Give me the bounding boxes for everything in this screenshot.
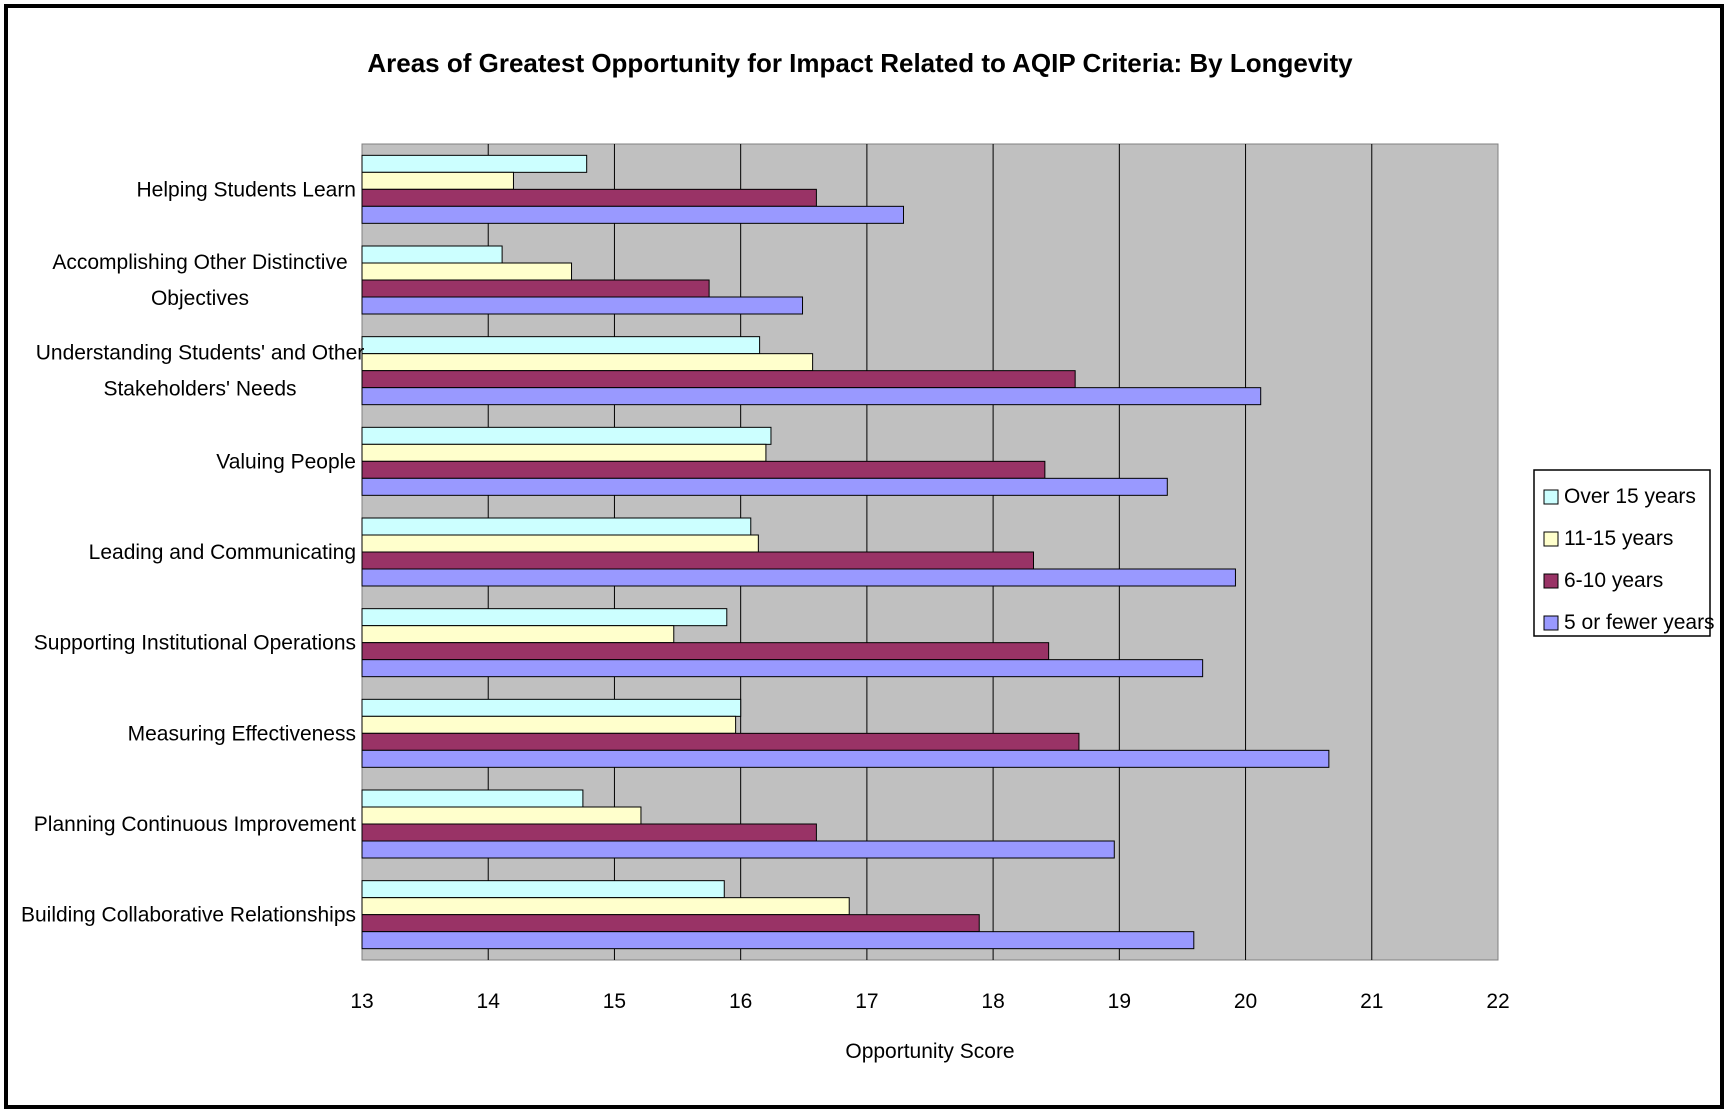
- category-label: Helping Students Learn: [137, 178, 357, 201]
- bar: [361, 205, 904, 224]
- bar: [361, 732, 1080, 751]
- category-label: Objectives: [151, 287, 249, 310]
- legend-box: [1533, 469, 1711, 637]
- bar: [361, 154, 588, 173]
- bar: [361, 262, 573, 281]
- category-label: Planning Continuous Improvement: [34, 813, 356, 836]
- x-tick-label: 13: [350, 990, 373, 1013]
- legend-swatch: [1543, 615, 1559, 631]
- legend-swatch: [1543, 573, 1559, 589]
- bar: [361, 806, 642, 825]
- x-tick-label: 22: [1486, 990, 1509, 1013]
- category-label: Measuring Effectiveness: [128, 722, 356, 745]
- category-label: Valuing People: [216, 450, 356, 473]
- bar: [361, 642, 1050, 661]
- bar: [361, 880, 725, 899]
- bar: [361, 171, 514, 190]
- category-label: Stakeholders' Needs: [103, 378, 296, 401]
- bar: [361, 789, 584, 808]
- bar: [361, 659, 1204, 678]
- category-label: Building Collaborative Relationships: [21, 904, 356, 927]
- bar: [361, 568, 1236, 587]
- x-tick-label: 14: [477, 990, 501, 1013]
- chart-title: Areas of Greatest Opportunity for Impact…: [367, 48, 1353, 78]
- bar: [361, 336, 761, 355]
- x-tick-label: 17: [855, 990, 878, 1013]
- category-label: Supporting Institutional Operations: [34, 632, 356, 655]
- bar: [361, 460, 1046, 479]
- bar: [361, 698, 742, 717]
- category-label: Understanding Students' and Other: [36, 342, 365, 365]
- x-axis-title: Opportunity Score: [845, 1040, 1014, 1063]
- bar: [361, 279, 710, 298]
- x-tick-label: 21: [1360, 990, 1383, 1013]
- bars: [361, 154, 1330, 950]
- legend-swatch: [1543, 489, 1559, 505]
- bar: [361, 517, 752, 536]
- x-tick-label: 15: [603, 990, 626, 1013]
- bar: [361, 897, 850, 916]
- bar: [361, 608, 728, 627]
- bar: [361, 914, 980, 933]
- legend-label: Over 15 years: [1564, 485, 1696, 508]
- bar: [361, 245, 503, 264]
- bar: [361, 551, 1035, 570]
- bar: [361, 443, 767, 462]
- bar: [361, 296, 804, 315]
- bar: [361, 387, 1262, 406]
- bar: [361, 534, 759, 553]
- bar: [361, 749, 1330, 768]
- x-tick-label: 19: [1108, 990, 1131, 1013]
- bar: [361, 353, 814, 372]
- bar: [361, 188, 817, 207]
- tick-labels: 13 14 15 16 17 18 19 20 21 22: [350, 990, 1509, 1013]
- category-label: Leading and Communicating: [89, 541, 356, 564]
- legend-label: 11-15 years: [1564, 527, 1673, 550]
- category-label: Accomplishing Other Distinctive: [52, 251, 347, 274]
- legend-label: 6-10 years: [1564, 569, 1663, 592]
- x-tick-label: 18: [981, 990, 1004, 1013]
- bar: [361, 840, 1115, 859]
- legend-swatch: [1543, 531, 1559, 547]
- bar: [361, 823, 817, 842]
- category-labels: Helping Students Learn Accomplishing Othe…: [21, 178, 364, 926]
- bar: [361, 625, 675, 644]
- legend: Over 15 years 11-15 years 6-10 years 5 or f…: [1533, 469, 1715, 637]
- bar: [361, 370, 1076, 389]
- bar: [361, 477, 1168, 496]
- x-tick-label: 16: [729, 990, 752, 1013]
- bar: [361, 715, 737, 734]
- legend-label: 5 or fewer years: [1564, 611, 1715, 634]
- bar: [361, 931, 1195, 950]
- bar: [361, 426, 772, 445]
- x-tick-label: 20: [1234, 990, 1257, 1013]
